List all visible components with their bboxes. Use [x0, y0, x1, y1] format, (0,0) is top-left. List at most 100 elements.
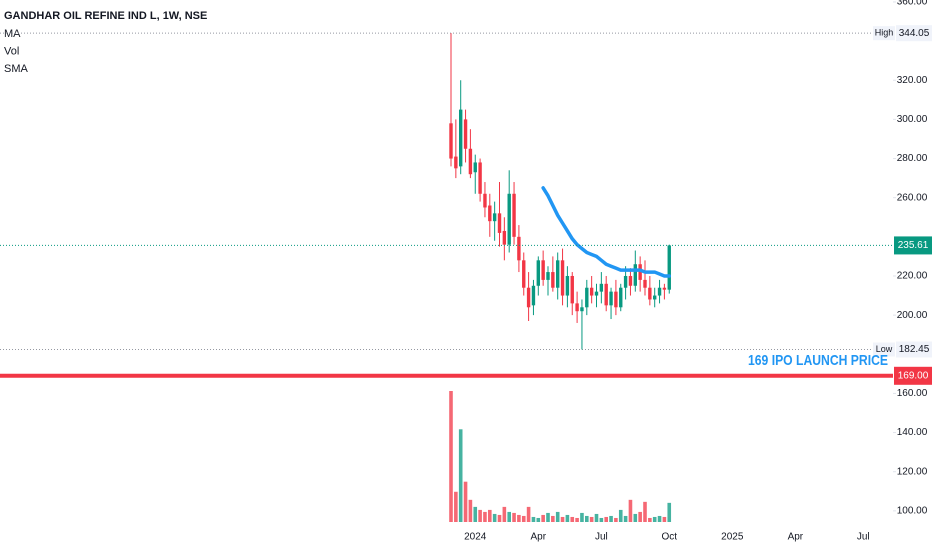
volume-bar [657, 515, 662, 522]
y-tick-label: 320.00 [897, 75, 928, 86]
x-tick-label: Oct [661, 532, 677, 543]
volume-bar [517, 514, 521, 522]
high_marker-value: 344.05 [899, 28, 930, 39]
volume-bar [507, 511, 511, 522]
candle-body [492, 213, 497, 222]
candle-body [502, 230, 507, 245]
y-tick-label: 360.00 [897, 0, 928, 8]
volume-bar [648, 517, 652, 522]
candle-body [628, 275, 633, 286]
high_marker-box [896, 25, 932, 42]
volume-bar [449, 391, 453, 522]
volume-bar [512, 512, 516, 522]
volume-bar [599, 517, 604, 522]
y-tick-label: 220.00 [897, 271, 928, 282]
candle-body [565, 275, 570, 296]
y-tick-label: 100.00 [897, 505, 928, 516]
candle-body [667, 245, 671, 290]
candle-body [449, 123, 453, 159]
level-label: 169.00 [898, 370, 929, 381]
chart-title: GANDHAR OIL REFINE IND L, 1W, NSE [4, 10, 207, 22]
volume-bar [565, 514, 570, 522]
candle-body [531, 285, 536, 306]
low_marker-value: 182.45 [899, 344, 930, 355]
candle-body [594, 291, 599, 296]
ma-line [541, 186, 671, 278]
candle-body [575, 303, 579, 312]
candle-body [633, 264, 637, 286]
volume-bar [623, 515, 628, 522]
candle-body [551, 272, 555, 288]
volume-bar [662, 516, 667, 522]
volume-bar [488, 509, 492, 522]
candle-body [473, 162, 477, 173]
low_marker-label: Low [876, 344, 893, 354]
y-tick-label: 280.00 [897, 153, 928, 164]
x-tick-label: Apr [788, 532, 804, 543]
candle-body [648, 287, 652, 300]
y-tick-label: 260.00 [897, 192, 928, 203]
volume-bar [463, 481, 468, 522]
volume-bar [458, 429, 463, 522]
candle-body [657, 287, 662, 296]
candle-body [478, 162, 482, 194]
x-tick-label: Jul [595, 532, 608, 543]
candle-body [483, 193, 487, 208]
volume-bar [570, 516, 575, 522]
candle-body [599, 283, 604, 292]
volume-bar [492, 513, 497, 522]
volume-bar [521, 515, 526, 522]
volume-bar [585, 515, 589, 522]
volume-bar [478, 509, 482, 522]
candle-body [512, 193, 516, 237]
volume-bar [555, 511, 560, 522]
indicator-label: MA [4, 28, 21, 40]
candle-body [522, 260, 526, 288]
candle-body [589, 287, 594, 296]
volume-bar [546, 512, 550, 522]
volume-bar [618, 509, 623, 522]
volume-bar [536, 517, 541, 522]
indicator-label: SMA [4, 63, 29, 75]
candle-body [536, 260, 540, 286]
candle-body [541, 260, 545, 280]
volume-bar [502, 506, 507, 522]
candle-body [526, 287, 531, 308]
low_marker-box [896, 341, 932, 358]
candle-body [488, 205, 492, 222]
candle-body [463, 119, 468, 149]
y-tick-label: 120.00 [897, 466, 928, 477]
volume-bar [609, 515, 613, 522]
candle-body [546, 272, 550, 280]
candle-body [556, 260, 560, 288]
volume-bar [589, 516, 594, 522]
volume-bar [652, 516, 657, 522]
volume-bar [551, 515, 555, 522]
volume-bar [633, 513, 638, 522]
candle-body [609, 291, 613, 306]
annotation: 169 IPO LAUNCH PRICE [748, 352, 888, 369]
volume-bar [483, 511, 487, 522]
volume-bar [667, 502, 672, 522]
level-box [894, 366, 932, 385]
volume-bar [628, 499, 633, 522]
indicator-label: Vol [4, 45, 19, 57]
candle-body [653, 295, 657, 300]
candle-body [585, 287, 589, 308]
candle-body [619, 287, 623, 308]
candle-body [662, 287, 667, 290]
volume-bar [594, 513, 599, 522]
x-tick-label: 2024 [464, 532, 487, 543]
candle-body [459, 109, 463, 167]
y-tick-label: 140.00 [897, 427, 928, 438]
volume-bar [473, 506, 478, 522]
volume-bar [454, 491, 458, 522]
high_marker-tag [873, 26, 895, 41]
candle-body [517, 236, 521, 261]
x-tick-label: 2025 [721, 532, 744, 543]
last-price-label: 235.61 [898, 240, 929, 251]
volume-bar [497, 514, 502, 522]
candle-body [623, 275, 628, 288]
